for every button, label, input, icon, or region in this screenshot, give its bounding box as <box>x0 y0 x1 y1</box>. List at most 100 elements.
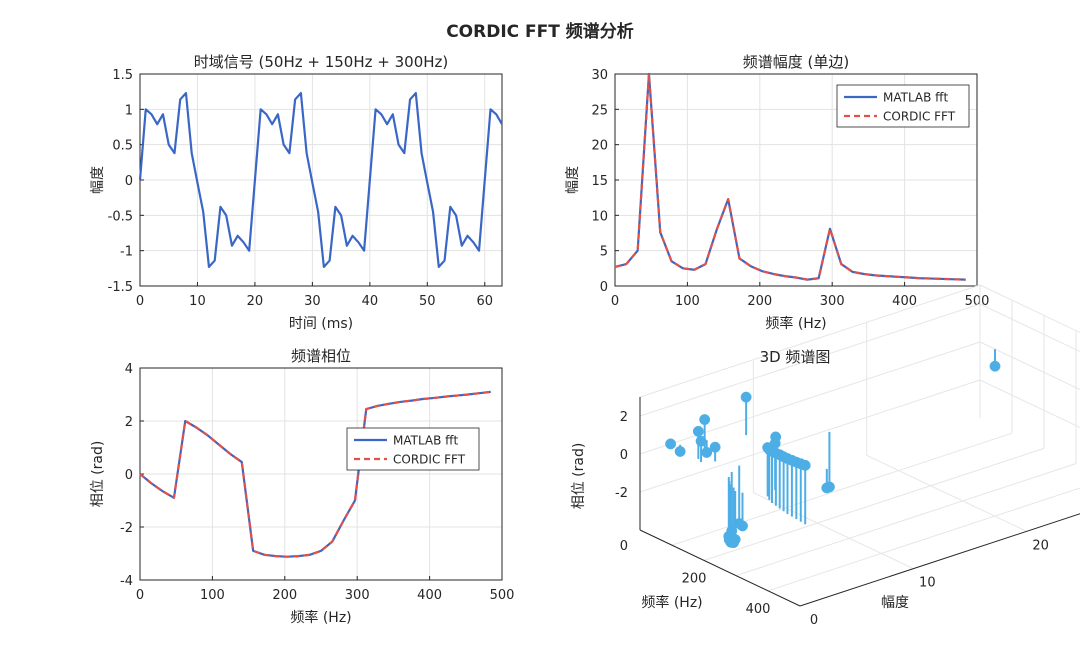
stem3-wall-grid <box>979 303 1080 353</box>
stem3-x-axis <box>639 529 801 607</box>
time-plot: 0 10 20 30 40 50 60 -1.5 -1 -0.5 0 0.5 1 1.5 时域信号 (50H… <box>90 53 503 332</box>
stem3-marker <box>709 441 721 453</box>
mag-ytick-label: 10 <box>591 209 608 224</box>
phase-legend-entry: CORDIC FFT <box>393 453 466 467</box>
stem3-ztick-label: 2 <box>620 410 628 425</box>
phase-xtick-label: 200 <box>272 588 297 603</box>
mag-xlabel: 频率 (Hz) <box>765 315 826 332</box>
mag-xtick-label: 300 <box>820 294 845 309</box>
time-xtick-label: 0 <box>136 294 144 309</box>
mag-legend-box <box>836 84 970 128</box>
time-xtick-label: 50 <box>419 294 436 309</box>
time-ytick-label: 1 <box>125 103 133 118</box>
stem3-marker <box>729 534 741 545</box>
mag-xtick-label: 0 <box>611 294 619 309</box>
time-xtick-label: 40 <box>362 294 379 309</box>
phase-legend-box <box>346 427 480 471</box>
mag-ytick-label: 15 <box>591 174 608 189</box>
time-xlabel: 时间 (ms) <box>289 316 353 332</box>
figure-title: CORDIC FFT 频谱分析 <box>446 21 634 42</box>
stem3-marker <box>740 391 752 403</box>
phase-ytick-label: -2 <box>120 521 133 536</box>
stem3-ytick-label: 10 <box>919 576 936 591</box>
stem3-marker <box>674 445 686 457</box>
stem3-wall-grid <box>639 379 981 493</box>
stem3-ytick-label: 0 <box>810 613 818 628</box>
stem3-xlabel: 频率 (Hz) <box>641 594 702 611</box>
stem3-y-axis <box>799 513 1080 607</box>
stem3-ztick-label: -2 <box>615 486 628 501</box>
phase-ytick-label: 0 <box>125 468 133 483</box>
stem3-wall-grid <box>979 341 1080 391</box>
phase-series-line-2 <box>139 390 491 558</box>
stem3-marker <box>821 482 833 494</box>
stem3-wall-grid <box>979 379 1080 429</box>
time-ytick-label: 0 <box>125 174 133 189</box>
stem3-wall-edge <box>979 284 1080 334</box>
mag-ytick-label: 20 <box>591 139 608 154</box>
mag-xtick-label: 200 <box>747 294 772 309</box>
mag-xtick-label: 100 <box>675 294 700 309</box>
phase-title: 频谱相位 <box>291 347 351 365</box>
stem3-floor-grid <box>735 463 1077 577</box>
stem3-ztick-label: 0 <box>620 539 628 554</box>
stem3-floor-grid <box>753 492 914 570</box>
time-xtick-label: 30 <box>304 294 321 309</box>
mag-legend-entry: CORDIC FFT <box>883 110 956 124</box>
stem3-floor-grid <box>866 454 1027 532</box>
stem3-floor-grid <box>671 432 1013 546</box>
stem3-wall-edge <box>639 284 981 398</box>
stem3-zlabel: 相位 (rad) <box>571 443 587 510</box>
stem3-wall-grid <box>639 303 981 417</box>
stem3-marker <box>665 438 677 450</box>
time-xtick-label: 20 <box>247 294 264 309</box>
time-ytick-label: -1 <box>120 245 133 260</box>
stem3-marker <box>699 414 711 426</box>
mag-ytick-label: 0 <box>600 280 608 295</box>
stem3-marker <box>737 520 748 532</box>
mag-ytick-label: 5 <box>600 245 608 260</box>
phase-ytick-label: -4 <box>120 574 133 589</box>
stem3-ztick-label: 0 <box>620 448 628 463</box>
stem3-ylabel: 幅度 <box>881 595 909 611</box>
phase-xtick-label: 0 <box>136 588 144 603</box>
mag-ytick-label: 25 <box>591 103 608 118</box>
phase-xtick-label: 300 <box>345 588 370 603</box>
stem3-marker <box>692 425 704 437</box>
phase-ytick-label: 4 <box>125 362 133 377</box>
stem3-ytick-label: 20 <box>1032 538 1049 553</box>
mag-ylabel: 幅度 <box>565 166 581 194</box>
time-series-line-1 <box>138 91 503 269</box>
time-xtick-label: 60 <box>476 294 493 309</box>
mag-title: 频谱幅度 (单边) <box>743 53 849 71</box>
time-title: 时域信号 (50Hz + 150Hz + 300Hz) <box>194 53 449 71</box>
phase-xlabel: 频率 (Hz) <box>290 609 351 626</box>
phase-xtick-label: 100 <box>200 588 225 603</box>
time-ytick-label: -1.5 <box>108 280 133 295</box>
mag-legend: MATLAB fft CORDIC FFT <box>836 84 970 128</box>
time-ytick-label: 0.5 <box>112 139 133 154</box>
stem3-floor-grid <box>767 487 1080 592</box>
phase-xtick-label: 400 <box>417 588 442 603</box>
phase-xtick-label: 500 <box>490 588 515 603</box>
mag-ytick-label: 30 <box>591 68 608 83</box>
stem3-marker <box>799 459 811 471</box>
mag-xtick-label: 400 <box>892 294 917 309</box>
stem3-title: 3D 频谱图 <box>760 348 831 366</box>
time-xtick-label: 10 <box>189 294 206 309</box>
phase-ytick-label: 2 <box>125 415 133 430</box>
time-ytick-label: -0.5 <box>108 209 133 224</box>
mag-series-line-2 <box>614 72 966 281</box>
stem3-marker <box>989 360 1001 372</box>
time-ytick-label: 1.5 <box>112 68 133 83</box>
stem3-floor-grid <box>703 447 1045 561</box>
mag-legend-entry: MATLAB fft <box>883 91 948 105</box>
stem3-xtick-label: 400 <box>746 602 771 617</box>
phase-legend: MATLAB fft CORDIC FFT <box>346 427 480 471</box>
phase-ylabel: 相位 (rad) <box>90 441 106 508</box>
